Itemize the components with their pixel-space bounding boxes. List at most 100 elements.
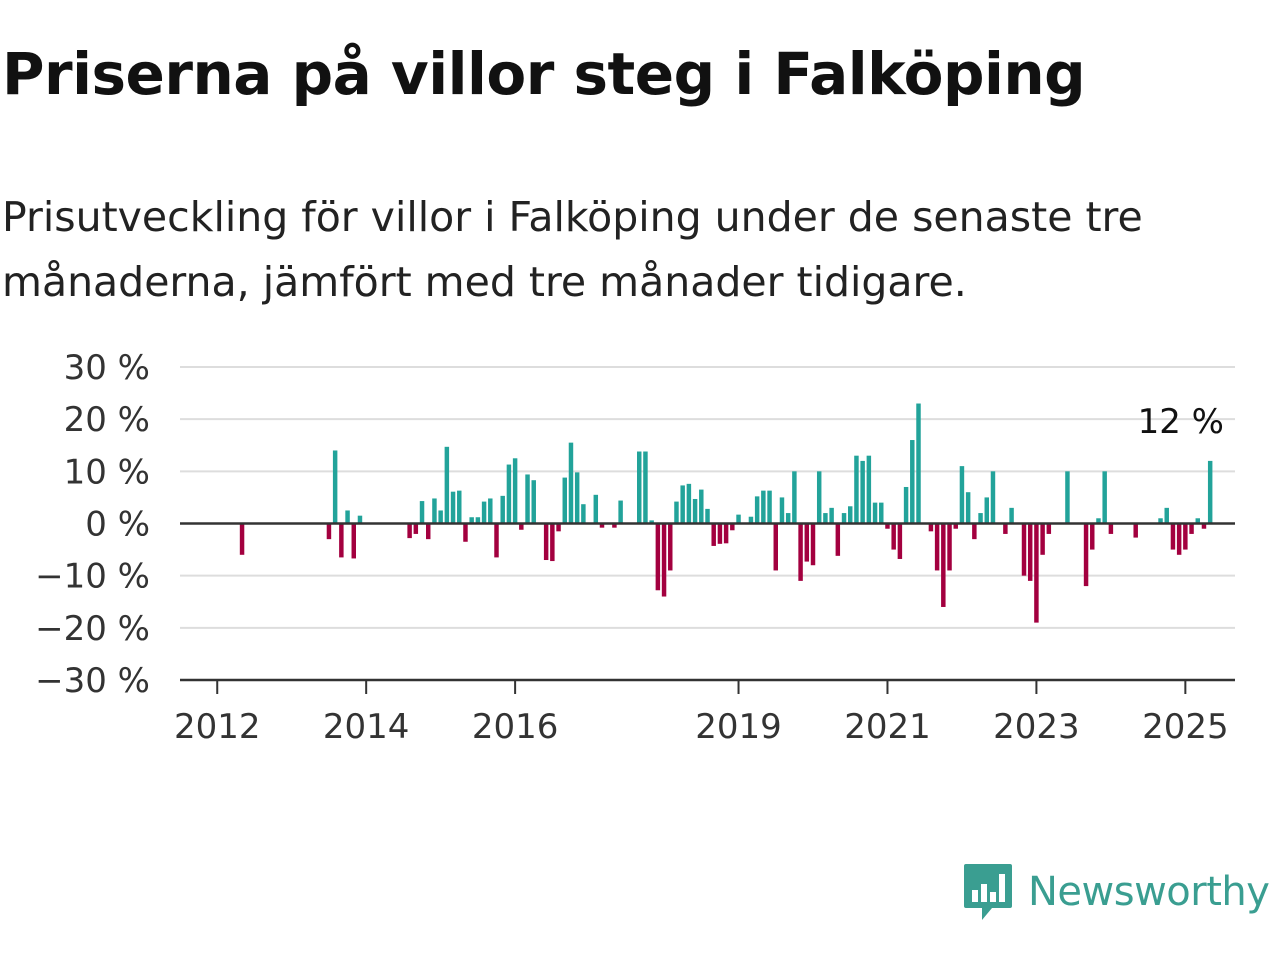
bar bbox=[407, 523, 412, 539]
bar bbox=[941, 523, 946, 607]
bar bbox=[1195, 518, 1200, 524]
bar bbox=[841, 513, 847, 524]
bar bbox=[419, 501, 425, 524]
bar bbox=[723, 523, 729, 544]
bar bbox=[767, 490, 772, 524]
bar bbox=[326, 523, 332, 540]
bar bbox=[1009, 507, 1014, 524]
bar bbox=[829, 507, 834, 524]
bar bbox=[550, 523, 555, 562]
bar bbox=[1083, 523, 1089, 587]
bar bbox=[1170, 523, 1176, 550]
bar bbox=[481, 501, 487, 524]
x-tick-label: 2025 bbox=[1142, 707, 1229, 747]
bar bbox=[1096, 518, 1101, 524]
bar bbox=[779, 497, 785, 524]
axes bbox=[180, 522, 1235, 682]
bar bbox=[612, 523, 617, 528]
bar bbox=[531, 480, 536, 524]
bar bbox=[661, 523, 667, 597]
newsworthy-logo-icon bbox=[964, 864, 1012, 920]
newsworthy-logo: Newsworthy bbox=[962, 862, 1270, 922]
bar bbox=[699, 489, 704, 524]
bar bbox=[1164, 507, 1169, 524]
bar bbox=[1027, 523, 1033, 581]
bar bbox=[450, 491, 456, 524]
bar bbox=[351, 523, 356, 559]
bar bbox=[444, 446, 450, 524]
bar bbox=[1189, 523, 1194, 534]
logo-text: Newsworthy bbox=[1028, 869, 1270, 915]
y-tick-label: 10 % bbox=[64, 452, 150, 492]
chart-title: Priserna på villor steg i Falköping bbox=[2, 40, 1086, 108]
y-axis-ticks: 30 % 20 % 10 % 0 % −10 % −20 % −30 % bbox=[35, 348, 150, 701]
bar bbox=[835, 523, 841, 556]
bar bbox=[581, 504, 586, 524]
bar bbox=[792, 471, 797, 524]
bar bbox=[959, 466, 965, 524]
bar bbox=[239, 523, 245, 555]
bar bbox=[761, 490, 766, 524]
bar bbox=[680, 485, 685, 524]
bar bbox=[1207, 460, 1213, 524]
bar bbox=[823, 513, 828, 524]
bar bbox=[953, 523, 958, 529]
bar bbox=[488, 498, 493, 524]
bar bbox=[897, 523, 903, 559]
bar bbox=[643, 451, 648, 524]
bar bbox=[562, 477, 567, 524]
bar bbox=[804, 523, 810, 562]
bar bbox=[1102, 471, 1107, 524]
bar bbox=[568, 442, 574, 524]
bar bbox=[1003, 523, 1008, 534]
bar bbox=[1183, 523, 1188, 550]
bar bbox=[599, 523, 605, 528]
bar bbox=[345, 510, 350, 524]
bar bbox=[519, 523, 524, 530]
bar bbox=[1176, 523, 1182, 555]
bar bbox=[655, 523, 661, 591]
bar-chart: 30 %20 %10 %0 %−10 %−20 %−30 % 2012 2014 2… bbox=[35, 348, 1235, 747]
bar bbox=[730, 523, 735, 531]
bar bbox=[1046, 523, 1052, 534]
bar bbox=[978, 513, 983, 524]
y-tick-label: 0 % bbox=[85, 505, 150, 545]
bar bbox=[413, 523, 419, 534]
bar bbox=[903, 486, 909, 524]
bar bbox=[1133, 523, 1138, 538]
bar bbox=[1108, 523, 1114, 534]
bar bbox=[916, 403, 921, 524]
bar bbox=[866, 455, 872, 524]
bar bbox=[705, 508, 710, 524]
bar bbox=[972, 523, 977, 540]
x-tick-label: 2019 bbox=[695, 707, 782, 747]
bar bbox=[785, 513, 791, 524]
bar bbox=[475, 517, 481, 524]
bar bbox=[1065, 471, 1070, 524]
bar bbox=[1090, 523, 1095, 550]
bar bbox=[1158, 518, 1163, 524]
bar bbox=[854, 455, 859, 524]
bars bbox=[239, 403, 1213, 623]
bar bbox=[872, 502, 878, 524]
y-tick-label: 20 % bbox=[64, 400, 150, 440]
chart-subtitle: Prisutveckling för villor i Falköping un… bbox=[2, 193, 1143, 306]
x-tick-label: 2023 bbox=[993, 707, 1080, 747]
bar bbox=[469, 517, 474, 524]
bar bbox=[773, 523, 778, 571]
bar bbox=[506, 464, 512, 524]
bar bbox=[1021, 523, 1027, 576]
bar bbox=[934, 523, 940, 571]
bar bbox=[798, 523, 803, 581]
bar bbox=[426, 523, 431, 540]
bar bbox=[711, 523, 716, 546]
y-tick-label: −20 % bbox=[35, 609, 150, 649]
bar bbox=[556, 523, 561, 532]
bar bbox=[910, 440, 915, 524]
bar bbox=[649, 520, 654, 524]
bar bbox=[928, 523, 934, 532]
bar bbox=[891, 523, 896, 550]
bar bbox=[500, 495, 505, 524]
bar bbox=[748, 516, 754, 524]
bar bbox=[512, 458, 518, 524]
